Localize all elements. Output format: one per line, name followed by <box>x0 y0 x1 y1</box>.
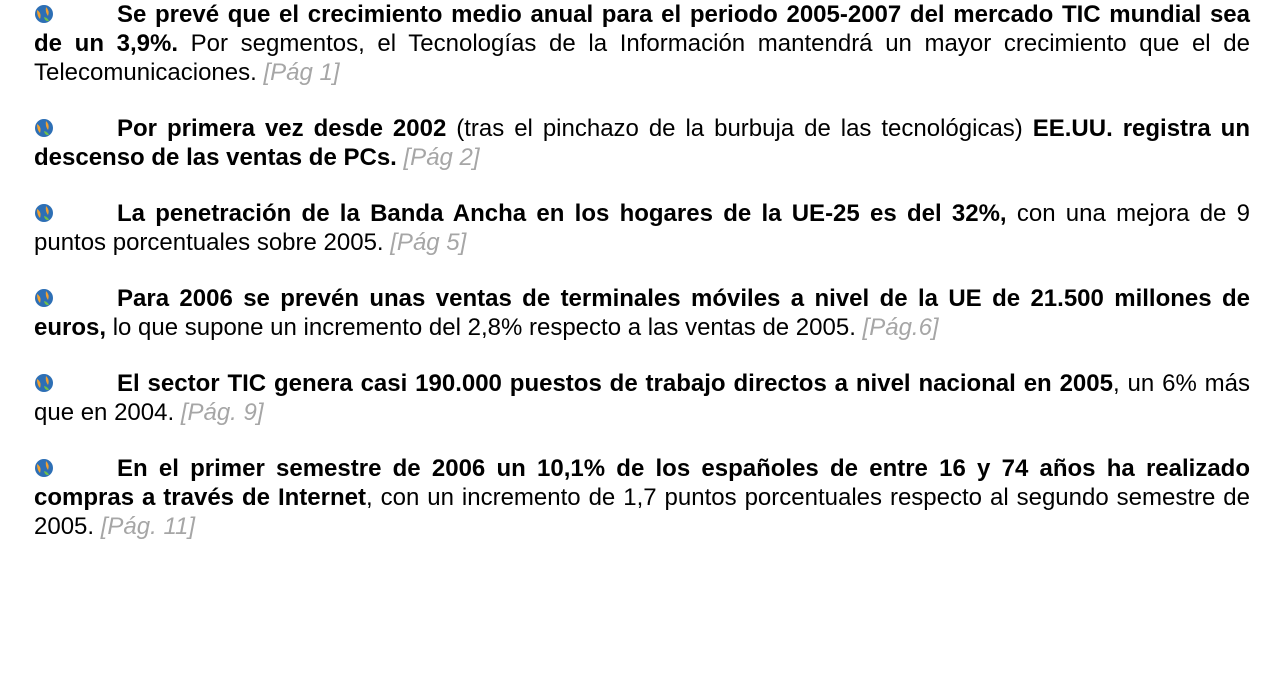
bullet-item: El sector TIC genera casi 190.000 puesto… <box>34 369 1250 427</box>
bold-text: EE.UU. registra un descenso de las venta… <box>34 115 1251 171</box>
page-ref: [Pág 5] <box>390 229 467 256</box>
body-text: , un 6% más que en 2004. <box>34 370 1250 426</box>
bold-text: Para 2006 se prevén unas ventas de termi… <box>34 285 1250 341</box>
page-ref: [Pág.6] <box>862 314 939 341</box>
bullet-icon <box>34 371 54 392</box>
bullet-item: Por primera vez desde 2002 (tras el pinc… <box>34 114 1250 172</box>
bullet-item: La penetración de la Banda Ancha en los … <box>34 199 1250 257</box>
page-ref: [Pág. 11] <box>100 513 196 540</box>
bold-text: Se prevé que el crecimiento medio anual … <box>34 1 1250 57</box>
bullet-item: Se prevé que el crecimiento medio anual … <box>34 0 1250 87</box>
bold-text: La penetración de la Banda Ancha en los … <box>117 200 1007 227</box>
bullet-item: En el primer semestre de 2006 un 10,1% d… <box>34 454 1250 541</box>
body-text: lo que supone un incremento del 2,8% res… <box>106 314 856 341</box>
bullet-item: Para 2006 se prevén unas ventas de termi… <box>34 284 1250 342</box>
bold-text: El sector TIC genera casi 190.000 puesto… <box>117 370 1113 397</box>
body-text: , con un incremento de 1,7 puntos porcen… <box>34 484 1250 540</box>
bold-text: En el primer semestre de 2006 un 10,1% d… <box>34 455 1250 511</box>
page-ref: [Pág. 9] <box>180 399 264 426</box>
bullet-icon <box>34 286 54 307</box>
bold-text: Por primera vez desde 2002 <box>117 115 447 142</box>
bullet-icon <box>34 201 54 222</box>
body-text: con una mejora de 9 puntos porcentuales … <box>34 200 1251 256</box>
bullet-icon <box>34 2 54 23</box>
bullet-icon <box>34 116 54 137</box>
bullet-icon <box>34 456 54 477</box>
page-ref: [Pág 1] <box>263 59 340 86</box>
body-text: (tras el pinchazo de la burbuja de las t… <box>446 115 1033 142</box>
document: Se prevé que el crecimiento medio anual … <box>34 0 1250 541</box>
page-ref: [Pág 2] <box>403 144 480 171</box>
body-text: Por segmentos, el Tecnologías de la Info… <box>34 30 1250 86</box>
